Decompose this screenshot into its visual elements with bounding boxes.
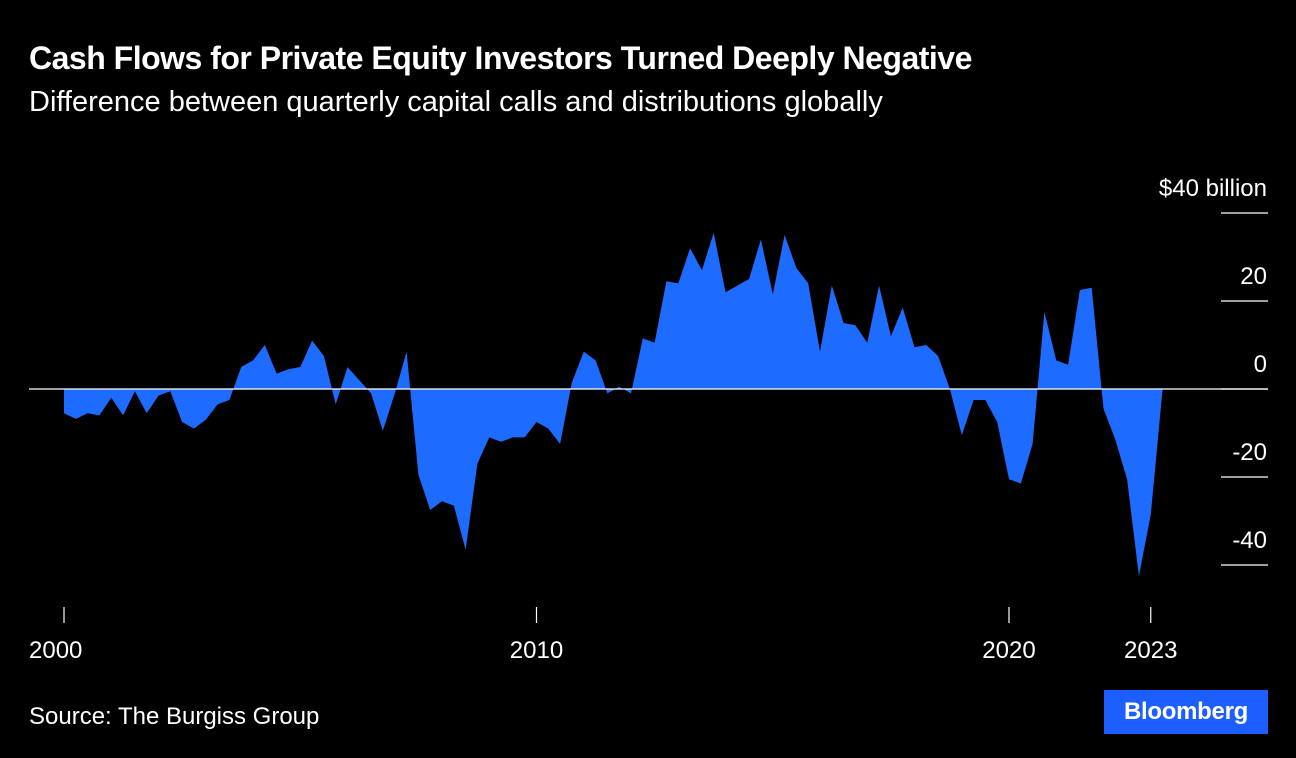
- y-tick-label: -40: [1232, 527, 1267, 554]
- x-tick-label: 2000: [29, 637, 82, 664]
- bloomberg-logo: Bloomberg: [1104, 690, 1268, 734]
- x-tick-label: 2010: [510, 637, 563, 664]
- area-chart: $40 billion 20 0 -20 -40 2000 2010 2020 2023: [29, 175, 1268, 664]
- y-tick-label: $40 billion: [1159, 175, 1267, 202]
- chart-title: Cash Flows for Private Equity Investors …: [29, 40, 972, 76]
- series-area: [64, 232, 1163, 577]
- source-note: Source: The Burgiss Group: [29, 703, 320, 730]
- y-tick-label: -20: [1232, 439, 1267, 466]
- x-tick-label: 2023: [1124, 637, 1177, 664]
- x-tick-label: 2020: [982, 637, 1035, 664]
- y-tick-label: 0: [1254, 351, 1267, 378]
- chart-subtitle: Difference between quarterly capital cal…: [29, 86, 883, 118]
- y-tick-label: 20: [1240, 263, 1267, 290]
